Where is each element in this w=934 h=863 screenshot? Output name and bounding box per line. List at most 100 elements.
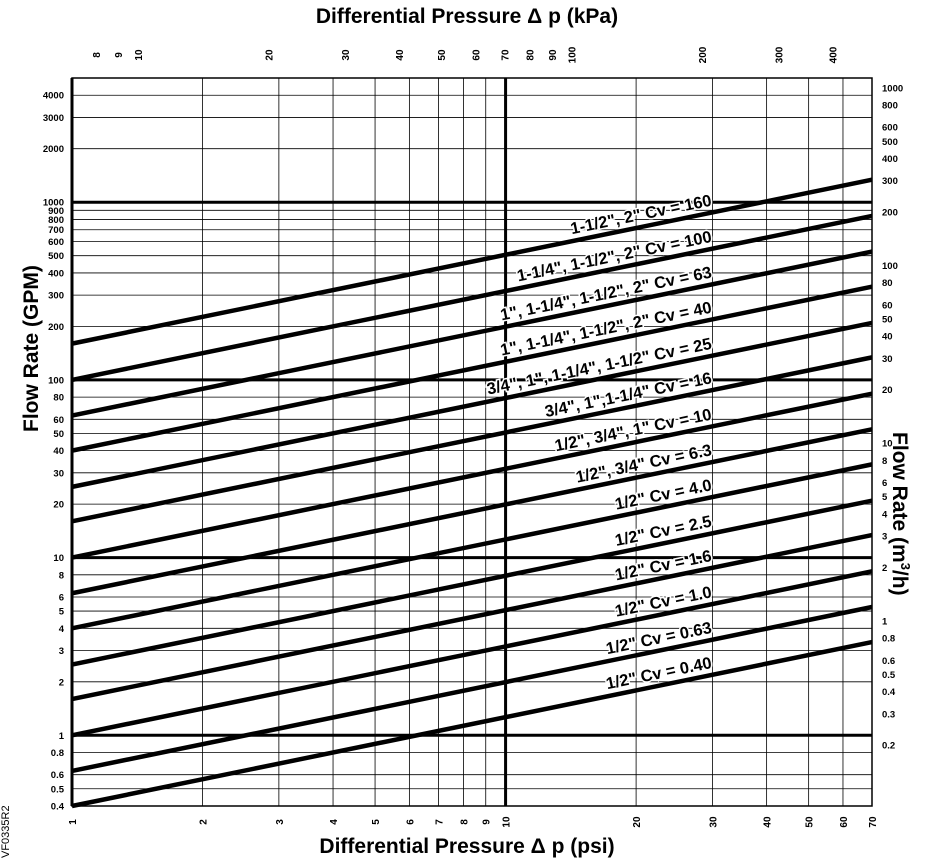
m3h-tick-label: 40	[882, 332, 893, 343]
y-tick-label: 300	[48, 291, 64, 302]
y-tick-label: 1000	[43, 198, 64, 209]
y-tick-label: 0.6	[51, 770, 64, 781]
m3h-tick-label: 4	[882, 509, 888, 520]
m3h-tick-label: 0.2	[882, 741, 895, 752]
y-tick-label: 600	[48, 237, 64, 248]
y-tick-label: 2	[59, 677, 64, 688]
y-tick-label: 500	[48, 251, 64, 262]
series-line	[71, 498, 873, 667]
y-tick-label: 1	[59, 731, 65, 742]
x-tick-label: 20	[632, 816, 643, 828]
y-tick-label: 800	[48, 215, 64, 226]
m3h-tick-label: 3	[882, 532, 887, 543]
y-tick-label: 100	[48, 375, 64, 386]
kpa-tick-label: 100	[568, 46, 579, 63]
m3h-tick-label: 6	[882, 478, 887, 489]
m3h-tick-label: 5	[882, 492, 888, 503]
x-tick-label: 30	[708, 816, 719, 828]
x-tick-label: 9	[482, 819, 493, 825]
y-tick-label: 3000	[43, 113, 64, 124]
m3h-tick-label: 200	[882, 208, 898, 219]
series-line	[71, 284, 873, 453]
series-line	[71, 604, 873, 774]
kpa-tick-label: 40	[395, 49, 406, 61]
kpa-tick-label: 30	[341, 49, 352, 61]
m3h-tick-label: 1	[882, 616, 888, 627]
kpa-tick-label: 8	[92, 52, 103, 58]
kpa-tick-label: 50	[437, 49, 448, 61]
m3h-tick-label: 30	[882, 354, 893, 365]
y-tick-label: 8	[59, 570, 64, 581]
x-tick-label: 10	[502, 816, 513, 828]
y-tick-label: 0.8	[51, 748, 64, 759]
m3h-tick-label: 500	[882, 137, 898, 148]
m3h-tick-label: 0.4	[882, 687, 896, 698]
series-line	[71, 532, 873, 702]
m3h-tick-label: 8	[882, 456, 887, 467]
grid-layer	[70, 77, 873, 807]
x-tick-label: 70	[868, 816, 879, 828]
kpa-axis-title: Differential Pressure Δ p (kPa)	[315, 5, 619, 28]
series-line	[71, 249, 873, 418]
series-line	[71, 427, 873, 596]
y-tick-label: 20	[53, 500, 64, 511]
x-tick-label: 5	[371, 819, 382, 825]
m3h-tick-label: 1000	[882, 83, 903, 94]
x-tick-label: 3	[275, 819, 286, 825]
y-tick-label: 0.4	[51, 802, 65, 813]
y-tick-label: 4	[59, 624, 65, 635]
y-tick-label: 30	[53, 468, 64, 479]
y-tick-label: 60	[53, 415, 64, 426]
y-tick-label: 6	[59, 593, 64, 604]
m3h-tick-label: 100	[882, 261, 898, 272]
m3h-tick-label: 800	[882, 101, 898, 112]
m3h-tick-label: 10	[882, 439, 893, 450]
m3h-tick-label: 300	[882, 176, 898, 187]
m3h-tick-label: 0.8	[882, 634, 895, 645]
x-tick-label: 6	[405, 819, 416, 825]
m3h-tick-label: 2	[882, 563, 887, 574]
kpa-tick-label: 10	[134, 49, 145, 61]
psi-axis-title: Differential Pressure Δ p (psi)	[319, 835, 615, 858]
series-lines-layer	[71, 177, 873, 809]
m3h-tick-label: 60	[882, 300, 893, 311]
kpa-tick-label: 20	[265, 49, 276, 61]
x-tick-label: 1	[68, 819, 79, 825]
m3h-tick-label: 50	[882, 315, 893, 326]
kpa-tick-label: 90	[548, 49, 559, 61]
x-tick-label: 2	[199, 819, 210, 825]
series-line	[71, 462, 873, 631]
y-tick-label: 2000	[43, 144, 64, 155]
m3h-tick-label: 20	[882, 385, 893, 396]
x-tick-label: 8	[460, 819, 471, 825]
x-tick-label: 50	[805, 816, 816, 828]
kpa-tick-label: 70	[500, 49, 511, 61]
y-tick-label: 700	[48, 225, 64, 236]
y-tick-label: 80	[53, 393, 64, 404]
kpa-tick-label: 60	[471, 49, 482, 61]
kpa-tick-label: 9	[114, 52, 125, 58]
y-tick-label: 40	[53, 446, 64, 457]
m3h-tick-label: 0.6	[882, 656, 895, 667]
m3h-tick-label: 400	[882, 154, 898, 165]
m3h-tick-label: 0.5	[882, 670, 896, 681]
plot-frame	[71, 77, 873, 807]
y-tick-label: 50	[53, 429, 64, 440]
kpa-tick-label: 200	[698, 46, 709, 63]
y-tick-label: 900	[48, 206, 64, 217]
x-tick-label: 60	[839, 816, 850, 828]
series-line	[71, 569, 873, 738]
y-tick-label: 400	[48, 268, 64, 279]
x-tick-label: 7	[434, 819, 445, 825]
m3h-tick-label: 0.3	[882, 709, 895, 720]
series-line	[71, 639, 873, 809]
y-tick-label: 4000	[43, 91, 64, 102]
y-tick-label: 5	[59, 607, 65, 618]
y-tick-label: 0.5	[51, 784, 65, 795]
series-line	[71, 391, 873, 560]
series-line	[71, 355, 873, 524]
kpa-tick-label: 80	[526, 49, 537, 61]
y-tick-label: 10	[53, 553, 64, 564]
